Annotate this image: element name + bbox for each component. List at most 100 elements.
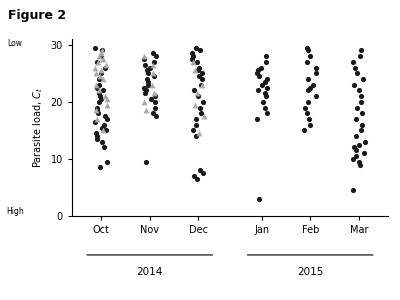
Point — [193, 134, 200, 139]
Point — [96, 76, 103, 81]
Point — [104, 116, 110, 121]
Point — [302, 105, 309, 110]
Point — [356, 142, 362, 147]
Point — [100, 122, 107, 127]
Point — [145, 80, 152, 84]
Point — [193, 122, 199, 127]
Point — [357, 54, 363, 58]
Point — [144, 76, 150, 81]
Point — [262, 59, 269, 64]
Point — [96, 165, 103, 170]
Point — [199, 71, 205, 76]
Point — [98, 48, 105, 53]
Point — [301, 128, 307, 133]
Point — [305, 99, 311, 104]
Point — [95, 82, 102, 87]
Point — [255, 68, 261, 73]
Point — [190, 59, 196, 64]
Point — [356, 88, 362, 93]
Point — [92, 108, 99, 113]
Point — [304, 111, 310, 116]
Point — [350, 188, 356, 193]
Point — [149, 82, 156, 87]
Point — [142, 62, 148, 67]
Text: High: High — [6, 207, 24, 216]
Point — [352, 116, 359, 121]
Point — [264, 111, 270, 116]
Point — [98, 71, 104, 76]
Point — [189, 57, 196, 62]
Point — [99, 125, 106, 130]
Point — [357, 162, 364, 167]
Point — [94, 105, 100, 110]
Point — [192, 68, 198, 73]
Point — [96, 88, 102, 93]
Point — [357, 94, 364, 98]
Point — [97, 74, 104, 79]
Point — [350, 59, 356, 64]
Text: 2015: 2015 — [297, 267, 324, 277]
Point — [152, 105, 158, 110]
Point — [194, 59, 201, 64]
Point — [258, 65, 264, 70]
Point — [307, 122, 314, 127]
Point — [143, 88, 149, 93]
Point — [100, 76, 107, 81]
Point — [95, 59, 101, 64]
Point — [304, 48, 311, 53]
Point — [92, 65, 98, 70]
Point — [304, 59, 310, 64]
Point — [143, 159, 149, 164]
Point — [350, 157, 356, 161]
Point — [360, 76, 366, 81]
Point — [94, 136, 100, 141]
Point — [104, 97, 110, 101]
Point — [313, 71, 319, 76]
Point — [98, 51, 105, 56]
Point — [190, 54, 197, 58]
Point — [353, 154, 359, 158]
Point — [254, 116, 260, 121]
Point — [102, 114, 108, 118]
Point — [305, 88, 311, 93]
Point — [350, 82, 357, 87]
Point — [92, 131, 99, 136]
Point — [152, 94, 158, 98]
Text: Figure 2: Figure 2 — [8, 9, 66, 22]
Point — [306, 116, 312, 121]
Text: Low: Low — [8, 39, 23, 48]
Point — [352, 134, 359, 139]
Point — [100, 57, 106, 62]
Point — [101, 145, 107, 150]
Point — [262, 105, 269, 110]
Point — [200, 171, 206, 176]
Point — [313, 94, 319, 98]
Point — [357, 99, 364, 104]
Point — [147, 65, 154, 70]
Point — [189, 51, 196, 56]
Point — [195, 94, 201, 98]
Point — [198, 82, 205, 87]
Point — [254, 71, 260, 76]
Point — [99, 48, 106, 53]
Point — [197, 168, 203, 173]
Point — [200, 99, 206, 104]
Point — [141, 91, 148, 96]
Point — [200, 114, 207, 118]
Point — [195, 68, 202, 73]
Point — [358, 111, 365, 116]
Point — [256, 74, 262, 79]
Point — [150, 59, 157, 64]
Point — [194, 176, 200, 181]
Point — [98, 54, 104, 58]
Text: 2014: 2014 — [136, 267, 163, 277]
Point — [152, 114, 159, 118]
Point — [361, 151, 367, 156]
Point — [196, 65, 202, 70]
Point — [351, 145, 358, 150]
Point — [144, 68, 150, 73]
Point — [97, 94, 104, 98]
Point — [94, 111, 101, 116]
Point — [259, 82, 265, 87]
Point — [95, 91, 102, 96]
